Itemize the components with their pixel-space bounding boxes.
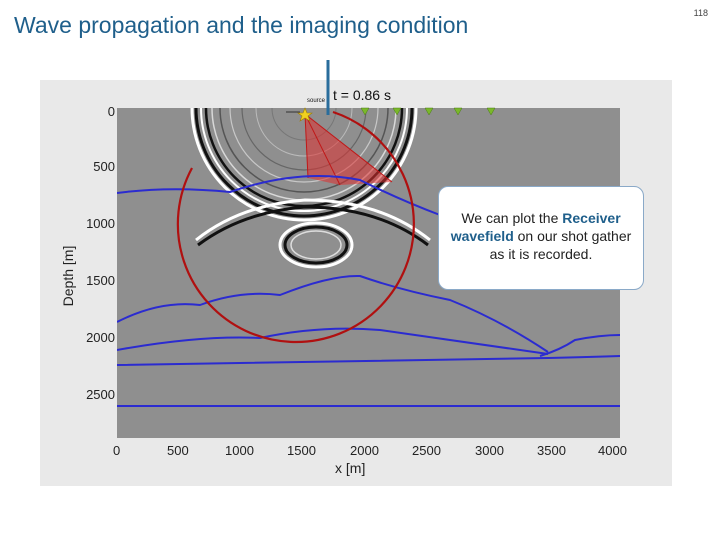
x-tick-label: 3000 (475, 443, 504, 458)
y-tick-label: 0 (107, 104, 115, 119)
y-tick-label: 2000 (86, 330, 115, 345)
receiver-ray-fan (304, 113, 393, 186)
x-tick-label: 4000 (598, 443, 627, 458)
y-tick-label: 1000 (86, 216, 115, 231)
slide-title: Wave propagation and the imaging conditi… (14, 12, 469, 38)
x-tick-label: 0 (113, 443, 121, 458)
receiver-array (360, 107, 496, 116)
x-tick-label: 3500 (537, 443, 566, 458)
page-number: 118 (693, 8, 708, 18)
time-label: t = 0.86 s (333, 87, 391, 103)
callout-highlight-receiver: Receiver (562, 210, 621, 226)
x-tick-label: 2000 (350, 443, 379, 458)
y-tick-label: 1500 (86, 273, 115, 288)
y-tick-label: 500 (93, 159, 115, 174)
y-axis-label: Depth [m] (60, 245, 76, 307)
receiver-icon (453, 107, 463, 116)
callout-highlight-wavefield: wavefield (450, 228, 514, 244)
receiver-icon (392, 107, 402, 116)
receiver-icon (424, 107, 434, 116)
source-label: source (307, 98, 326, 104)
receiver-icon (360, 107, 370, 116)
receiver-icon (486, 107, 496, 116)
reflected-wavefront (195, 198, 431, 269)
callout-box: We can plot the Receiver wavefield on ou… (438, 186, 644, 290)
x-tick-label: 500 (167, 443, 189, 458)
receiver-wavefield-arc (176, 110, 415, 344)
x-tick-label: 1500 (287, 443, 316, 458)
callout-text-end: on our shot gather as it is recorded. (489, 228, 632, 262)
source-star-icon (297, 107, 313, 122)
y-tick-label: 2500 (86, 387, 115, 402)
x-axis-label: x [m] (335, 460, 366, 476)
direct-wavefront (190, 108, 418, 222)
x-tick-label: 2500 (412, 443, 441, 458)
x-tick-label: 1000 (225, 443, 254, 458)
callout-text: We can plot the (461, 210, 563, 226)
